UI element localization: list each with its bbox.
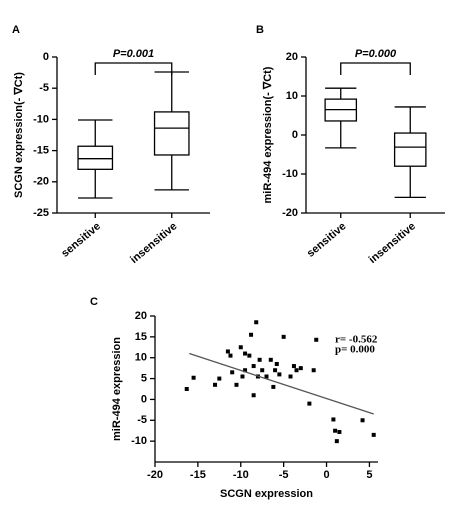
box (77, 145, 114, 170)
data-point (334, 439, 339, 444)
data-point (230, 370, 235, 375)
y-tick-label: -10 (282, 168, 298, 180)
x-tick-label: insensitive (128, 220, 179, 266)
significance-bracket (340, 62, 411, 75)
data-point (281, 334, 286, 339)
data-point (273, 368, 278, 373)
y-tick-label: -5 (39, 82, 49, 94)
data-point (243, 368, 248, 373)
data-point (360, 418, 365, 423)
box (393, 132, 427, 167)
p-value: P=0.001 (113, 48, 154, 60)
data-point (337, 429, 342, 434)
x-tick-label: -20 (147, 469, 163, 481)
x-tick-label: 5 (366, 469, 372, 481)
x-tick-label: sensitive (305, 220, 349, 259)
stat-annotation: r= -0.562 (335, 334, 378, 346)
y-axis-label: SCGN expression(- ∇Ct) (13, 72, 25, 198)
data-point (298, 366, 303, 371)
data-point (247, 353, 252, 358)
x-tick-label: -5 (279, 469, 289, 481)
data-point (243, 351, 248, 356)
y-tick-label: 10 (286, 90, 298, 102)
data-point (254, 320, 259, 325)
data-point (240, 374, 245, 379)
data-point (249, 332, 254, 337)
data-point (251, 364, 256, 369)
p-value: P=0.000 (355, 48, 397, 60)
x-tick-label: insensitive (367, 220, 418, 266)
y-axis-label: miR-494 expression (111, 337, 123, 441)
data-point (238, 345, 243, 350)
y-tick-label: -5 (137, 414, 147, 426)
data-point (333, 428, 338, 433)
box (153, 111, 190, 156)
data-point (371, 432, 376, 437)
data-point (268, 357, 273, 362)
data-point (251, 393, 256, 398)
panel-label: C (90, 296, 98, 308)
data-point (264, 374, 269, 379)
x-tick-label: -15 (190, 469, 206, 481)
data-point (184, 387, 189, 391)
data-point (294, 368, 299, 373)
data-point (213, 382, 218, 387)
data-point (225, 349, 230, 354)
data-point (311, 368, 316, 373)
data-point (271, 384, 276, 389)
data-point (277, 372, 282, 377)
data-point (191, 375, 196, 380)
significance-bracket (94, 62, 173, 75)
data-point (234, 382, 239, 387)
data-point (260, 368, 265, 373)
y-tick-label: 0 (141, 393, 147, 405)
y-tick-label: 0 (43, 51, 49, 63)
y-tick-label: -15 (33, 145, 49, 157)
data-point (291, 364, 296, 369)
x-axis-label: SCGN expression (220, 488, 313, 500)
data-point (228, 353, 233, 358)
x-tick-label: 0 (323, 469, 329, 481)
data-point (288, 374, 293, 379)
y-tick-label: -20 (33, 176, 49, 188)
data-point (274, 361, 279, 366)
data-point (314, 337, 319, 342)
panel-label: A (12, 24, 20, 36)
trend-line (189, 352, 374, 415)
data-point (217, 376, 222, 381)
x-tick-label: -10 (233, 469, 249, 481)
stat-annotation: p= 0.000 (335, 344, 375, 356)
y-tick-label: -20 (282, 207, 298, 219)
y-axis-label: miR-494 expression(- ∇Ct) (262, 66, 274, 203)
panel-label: B (256, 24, 264, 36)
y-tick-label: 0 (292, 129, 298, 141)
y-tick-label: 10 (135, 352, 147, 364)
y-tick-label: 20 (135, 310, 147, 322)
data-point (257, 357, 262, 362)
y-tick-label: 20 (286, 51, 298, 63)
y-tick-label: -10 (131, 435, 147, 447)
y-tick-label: 15 (135, 331, 147, 343)
data-point (307, 401, 312, 406)
y-tick-label: -25 (33, 207, 49, 219)
y-tick-label: -10 (33, 113, 49, 125)
x-tick-label: sensitive (59, 220, 103, 259)
data-point (331, 417, 336, 422)
y-tick-label: 5 (141, 372, 147, 384)
